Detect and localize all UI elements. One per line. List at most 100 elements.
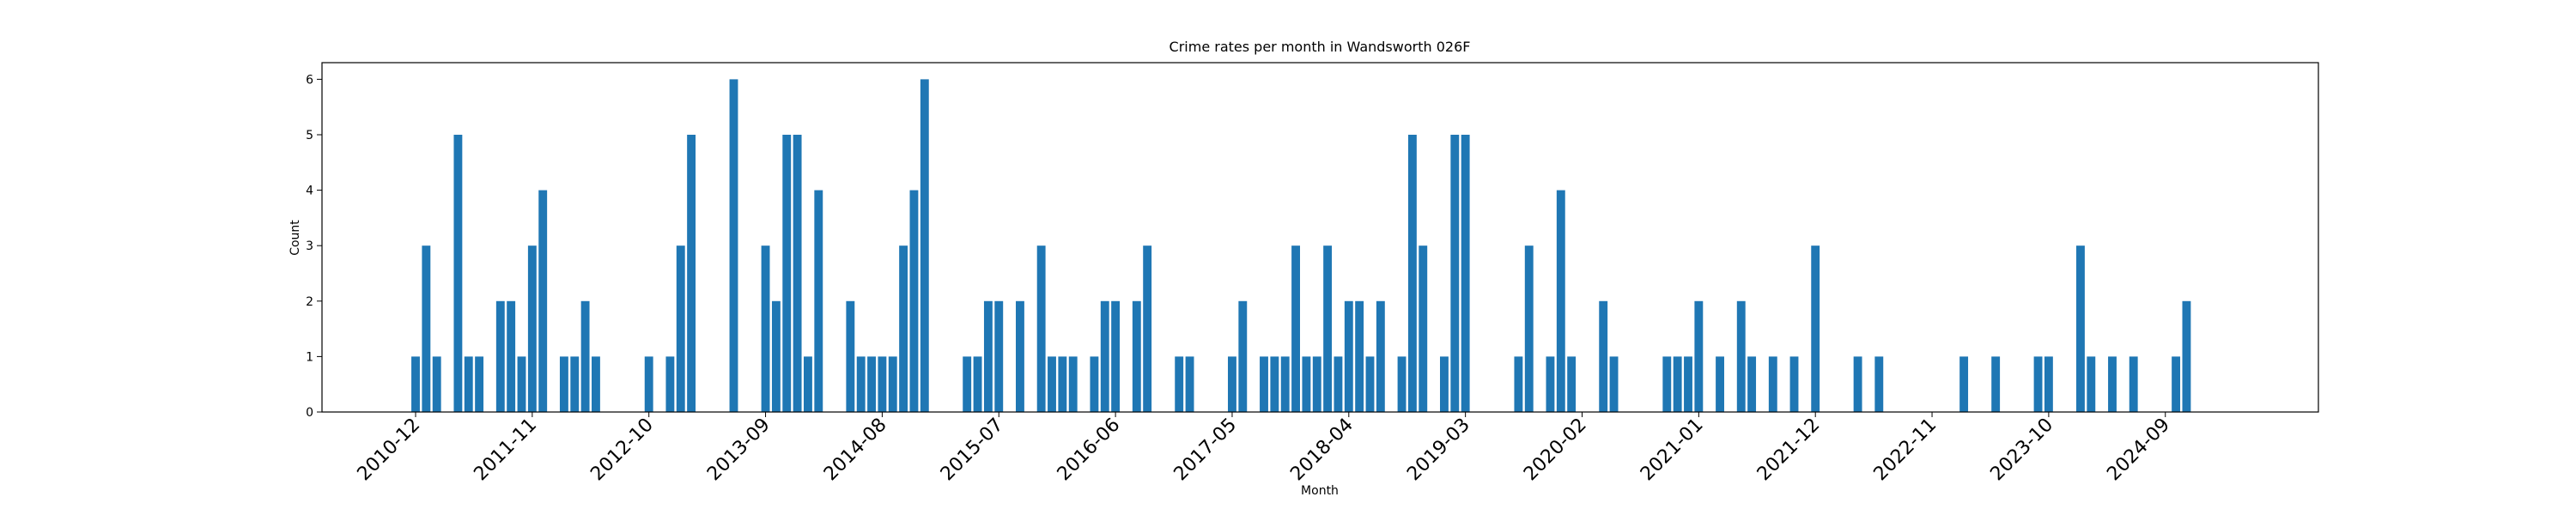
bar bbox=[1185, 356, 1194, 412]
bar bbox=[570, 356, 580, 412]
bar bbox=[771, 300, 781, 412]
bar bbox=[1747, 356, 1757, 412]
bar bbox=[538, 190, 548, 413]
bar bbox=[475, 356, 484, 412]
bar bbox=[1991, 356, 2001, 412]
bar bbox=[1132, 300, 1141, 412]
x-tick-label: 2020-02 bbox=[1520, 415, 1591, 486]
bar bbox=[1397, 356, 1406, 412]
bar bbox=[1546, 356, 1555, 412]
bar bbox=[1874, 356, 1884, 412]
bar bbox=[1365, 356, 1375, 412]
bar bbox=[804, 356, 812, 412]
y-tick-label: 4 bbox=[306, 185, 313, 198]
bar bbox=[793, 134, 802, 412]
bar bbox=[1789, 356, 1799, 412]
bar bbox=[1662, 356, 1672, 412]
bar bbox=[761, 245, 770, 412]
bar bbox=[1344, 300, 1353, 412]
bar bbox=[1312, 356, 1321, 412]
bar bbox=[782, 134, 792, 412]
x-tick-label: 2010-12 bbox=[354, 415, 425, 486]
x-axis-label: Month bbox=[1301, 484, 1339, 498]
bar bbox=[2033, 356, 2043, 412]
bar bbox=[920, 79, 929, 412]
bar bbox=[814, 190, 823, 413]
y-tick-label: 6 bbox=[306, 73, 313, 87]
bar bbox=[1238, 300, 1248, 412]
y-tick-label: 3 bbox=[306, 239, 313, 253]
bar bbox=[2129, 356, 2138, 412]
bar bbox=[1302, 356, 1311, 412]
x-tick-label: 2015-07 bbox=[937, 415, 1008, 486]
x-tick-label: 2021-12 bbox=[1753, 415, 1825, 486]
bar bbox=[963, 356, 972, 412]
bar bbox=[517, 356, 526, 412]
bar bbox=[687, 134, 696, 412]
y-axis-label: Count bbox=[289, 220, 302, 256]
bar bbox=[994, 300, 1004, 412]
bar bbox=[2172, 356, 2181, 412]
bar bbox=[453, 134, 463, 412]
bar bbox=[909, 190, 919, 413]
y-tick-label: 2 bbox=[306, 295, 313, 309]
bar bbox=[1280, 356, 1290, 412]
x-tick-label: 2018-04 bbox=[1286, 415, 1358, 486]
bar bbox=[1567, 356, 1577, 412]
bar bbox=[846, 300, 855, 412]
bar bbox=[1959, 356, 1969, 412]
x-tick-label: 2024-09 bbox=[2103, 415, 2174, 486]
bar bbox=[559, 356, 568, 412]
x-tick-label: 2023-10 bbox=[1986, 415, 2057, 486]
y-tick-label: 0 bbox=[306, 406, 313, 420]
bar bbox=[888, 356, 897, 412]
bar bbox=[1100, 300, 1109, 412]
bar bbox=[1291, 245, 1300, 412]
bar bbox=[432, 356, 441, 412]
bar bbox=[1556, 190, 1565, 413]
bar bbox=[495, 300, 505, 412]
bar bbox=[1736, 300, 1746, 412]
x-tick-label: 2019-03 bbox=[1403, 415, 1474, 486]
bar bbox=[1461, 134, 1470, 412]
bar bbox=[1036, 245, 1046, 412]
bar bbox=[1175, 356, 1184, 412]
bar bbox=[1853, 356, 1862, 412]
bar bbox=[1260, 356, 1268, 412]
chart-title: Crime rates per month in Wandsworth 026F bbox=[1170, 39, 1471, 55]
bar bbox=[1228, 356, 1236, 412]
x-tick-label: 2014-08 bbox=[820, 415, 891, 486]
bar bbox=[1048, 356, 1056, 412]
bar bbox=[729, 79, 738, 412]
bar bbox=[1694, 300, 1704, 412]
bar bbox=[580, 300, 590, 412]
bar bbox=[1376, 300, 1385, 412]
bar bbox=[1111, 300, 1121, 412]
bar bbox=[2182, 300, 2191, 412]
bar bbox=[1440, 356, 1449, 412]
bar bbox=[1609, 356, 1619, 412]
bar bbox=[411, 356, 420, 412]
bar bbox=[1090, 356, 1099, 412]
x-tick-label: 2013-09 bbox=[703, 415, 775, 486]
bar bbox=[644, 356, 653, 412]
bar bbox=[1334, 356, 1343, 412]
bar bbox=[856, 356, 866, 412]
bar bbox=[1407, 134, 1417, 412]
bar bbox=[1768, 356, 1777, 412]
bar bbox=[1419, 245, 1428, 412]
bar bbox=[973, 356, 982, 412]
bar bbox=[676, 245, 685, 412]
bar bbox=[1811, 245, 1820, 412]
bar bbox=[1599, 300, 1608, 412]
bar bbox=[527, 245, 537, 412]
x-tick-label: 2021-01 bbox=[1637, 415, 1708, 486]
x-tick-label: 2011-11 bbox=[470, 415, 541, 486]
bar bbox=[592, 356, 600, 412]
bar bbox=[1524, 245, 1534, 412]
bar bbox=[1514, 356, 1523, 412]
bar bbox=[1673, 356, 1682, 412]
bar bbox=[878, 356, 887, 412]
bar bbox=[1143, 245, 1152, 412]
